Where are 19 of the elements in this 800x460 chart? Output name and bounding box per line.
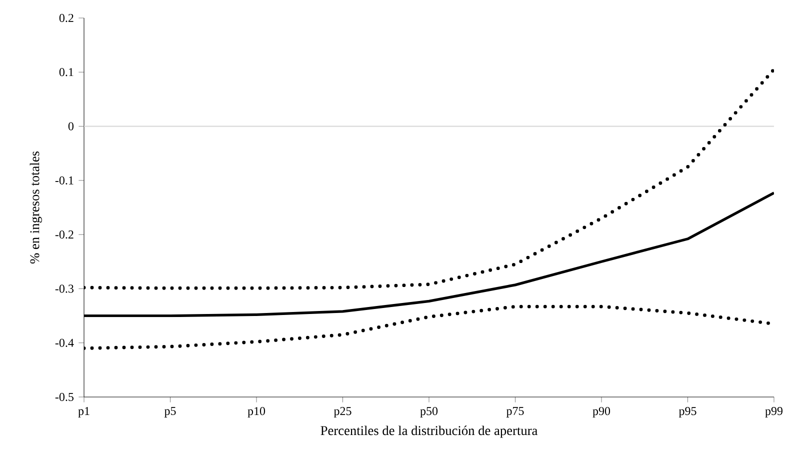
- x-tick-label: p95: [678, 407, 696, 418]
- y-tick-label: 0: [68, 122, 74, 130]
- y-axis-title: % en ingresos totales: [30, 151, 42, 264]
- y-tick-label: -0.5: [55, 392, 74, 402]
- x-tick-label: p25: [334, 407, 352, 418]
- x-axis-title: Percentiles de la distribución de apertura: [320, 426, 538, 438]
- x-tick-label: p99: [765, 407, 782, 418]
- x-tick-label: p1: [78, 407, 90, 418]
- y-tick-label: -0.1: [55, 176, 74, 184]
- x-tick-label: p75: [506, 407, 524, 418]
- x-tick-label: p5: [164, 407, 176, 418]
- x-tick-label: p10: [248, 407, 266, 418]
- y-tick-label: -0.2: [55, 230, 74, 239]
- y-tick-label: -0.3: [55, 284, 74, 293]
- x-tick-label: p90: [592, 407, 610, 418]
- x-tick-label: p50: [420, 407, 438, 418]
- y-tick-label: -0.4: [55, 338, 74, 347]
- y-tick-label: 0.1: [59, 68, 74, 76]
- y-tick-label: 0.2: [59, 14, 74, 22]
